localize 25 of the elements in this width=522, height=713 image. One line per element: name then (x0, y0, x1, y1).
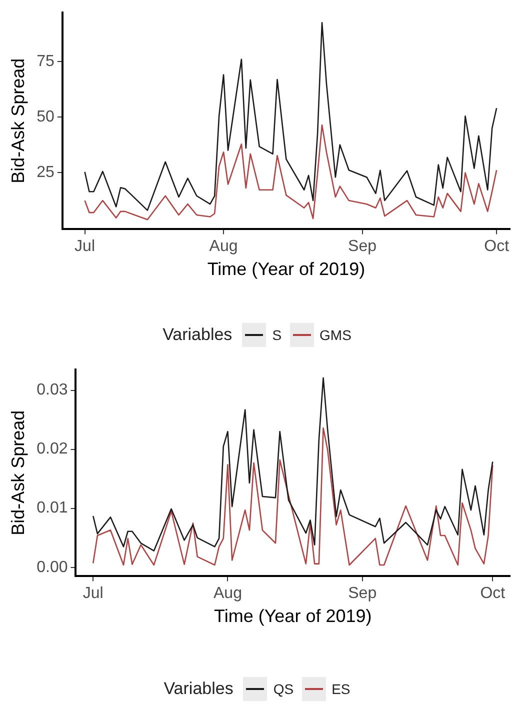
x-axis-title: Time (Year of 2019) (214, 606, 372, 626)
x-tick-label: Jul (82, 585, 104, 602)
y-tick-label: 0.00 (36, 558, 68, 576)
legend-label: GMS (320, 327, 352, 343)
legend-label: S (272, 327, 282, 343)
y-axis-title: Bid-Ask Spread (8, 58, 28, 184)
x-axis-title: Time (Year of 2019) (207, 259, 366, 280)
legend-label: QS (273, 681, 294, 697)
y-tick-label: 50 (36, 108, 54, 126)
legend-label: ES (332, 681, 350, 697)
legend-title: Variables (164, 679, 234, 699)
y-tick-label: 0.03 (36, 382, 68, 399)
y-tick-label: 0.01 (36, 500, 68, 517)
x-tick-label: Jul (74, 238, 96, 256)
x-tick-label: Aug (213, 585, 242, 602)
y-axis-title: Bid-Ask Spread (8, 410, 28, 536)
x-tick-label: Sep (348, 585, 377, 602)
y-tick-label: 25 (36, 164, 54, 181)
x-tick-label: Sep (348, 238, 377, 256)
x-tick-label: Oct (480, 585, 506, 602)
x-tick-label: Aug (209, 238, 238, 256)
legend-title: Variables (162, 325, 232, 345)
y-tick-label: 75 (36, 52, 54, 70)
x-tick-label: Oct (484, 238, 510, 256)
y-tick-label: 0.02 (36, 440, 68, 458)
